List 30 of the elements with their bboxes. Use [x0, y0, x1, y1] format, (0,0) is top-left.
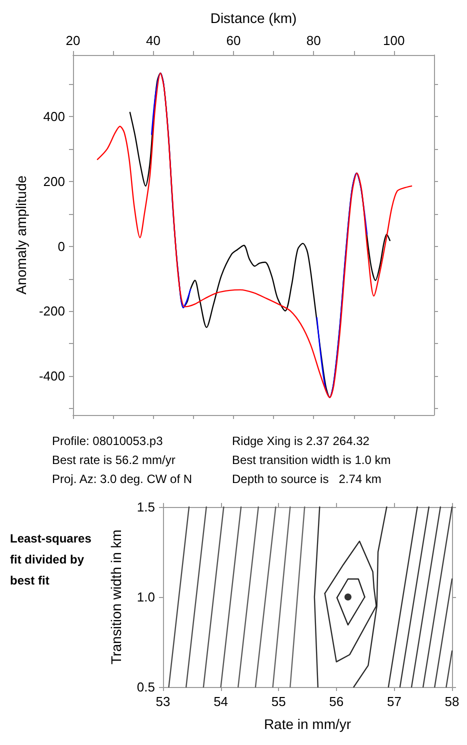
- x-tick-label: 100: [383, 33, 405, 48]
- x-tick-label: 53: [156, 694, 170, 709]
- x-tick-label: 20: [66, 33, 80, 48]
- x-tick-label: 54: [214, 694, 228, 709]
- x-axis-title: Distance (km): [210, 10, 297, 26]
- x-tick-label: 58: [444, 694, 460, 709]
- x-tick-label: 55: [271, 694, 286, 709]
- y-axis-title: Anomaly amplitude: [13, 175, 29, 295]
- y-tick-label: 1.5: [136, 500, 155, 514]
- y-tick-label: -400: [38, 368, 65, 384]
- text: Least-squares fit divided by best fit: [10, 532, 95, 588]
- y-tick-label: 400: [43, 109, 65, 124]
- y-tick-label: 0: [58, 238, 65, 254]
- text: Profile: 08010053.p3: [52, 434, 164, 448]
- text: Best rate is 56.2 mm/yr: [52, 453, 176, 467]
- x-tick-label: 60: [226, 33, 241, 48]
- text: Proj. Az: 3.0 deg. CW of N: [52, 472, 192, 486]
- x-tick-label: 56: [329, 694, 344, 709]
- y-tick-label: 0.5: [136, 680, 155, 694]
- text: Best transition width is 1.0 km: [232, 453, 391, 467]
- x-tick-label: 40: [146, 33, 160, 48]
- text: Depth to source is 2.74 km: [232, 472, 382, 486]
- text: Ridge Xing is 2.37 264.32: [232, 434, 370, 448]
- x-tick-label: 57: [386, 694, 402, 709]
- x-tick-label: 80: [306, 33, 321, 48]
- y-tick-label: 200: [43, 174, 65, 189]
- x-axis-title: Rate in mm/yr: [264, 716, 352, 732]
- y-tick-label: -200: [38, 304, 65, 319]
- y-axis-title: Transition width in km: [108, 530, 124, 664]
- y-tick-label: 1.0: [136, 590, 155, 604]
